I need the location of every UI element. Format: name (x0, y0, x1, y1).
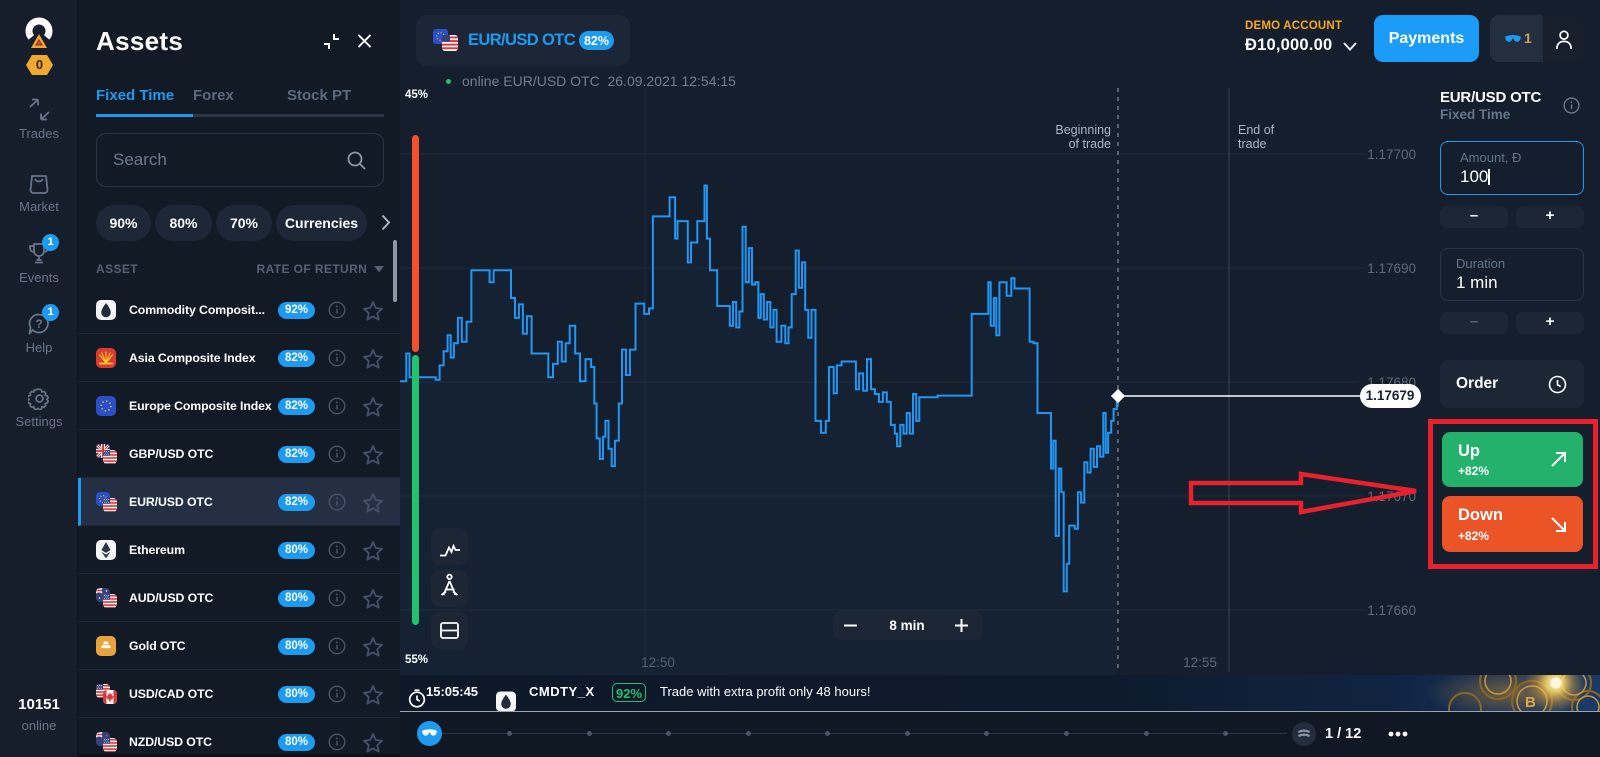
svg-text:1.17679: 1.17679 (1366, 388, 1415, 403)
svg-text:45%: 45% (405, 89, 428, 101)
svg-text:55%: 55% (405, 654, 428, 666)
svg-text:1.17690: 1.17690 (1367, 261, 1416, 276)
svg-text:B: B (1525, 694, 1536, 711)
svg-text:1.17700: 1.17700 (1367, 147, 1416, 162)
svg-text:Beginning: Beginning (1055, 123, 1111, 137)
svg-text:1.17660: 1.17660 (1367, 603, 1416, 618)
svg-text:12:50: 12:50 (641, 655, 675, 670)
svg-text:trade: trade (1238, 137, 1267, 151)
svg-text:12:55: 12:55 (1183, 655, 1217, 670)
svg-text:End of: End of (1238, 123, 1275, 137)
svg-text:8 min: 8 min (889, 618, 924, 633)
svg-text:of trade: of trade (1069, 137, 1111, 151)
